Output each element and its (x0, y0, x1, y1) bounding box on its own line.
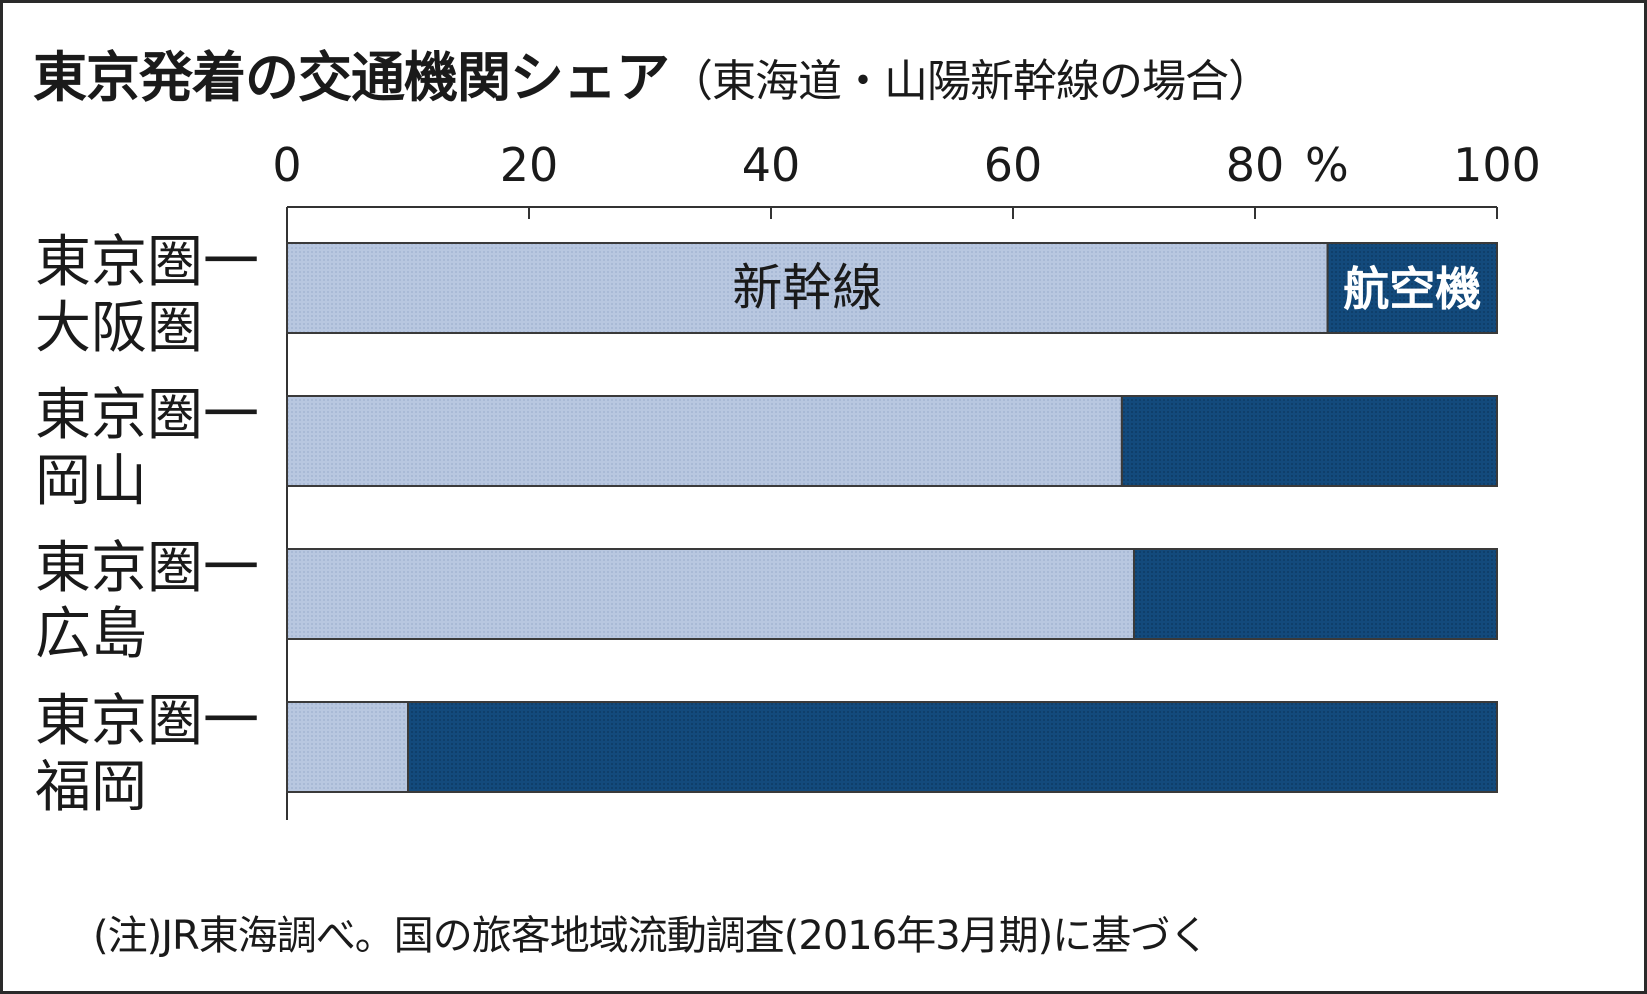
bars-layer (286, 242, 1499, 793)
chart-subtitle: （東海道・山陽新幹線の場合） (669, 56, 1272, 107)
footnote: (注)JR東海調べ。国の旅客地域流動調査(2016年3月期)に基づく (93, 913, 1209, 959)
bar-segment-airplane-0 (1326, 242, 1498, 334)
category-label-0-1: 大阪圏 (35, 296, 203, 361)
x-tick-label-20: 20 (500, 138, 559, 192)
bar-chart: 0 20 40 60 80 100% 新幹線 航空機東京圏一大阪圏東京圏一岡山東京圏一広島東… (35, 138, 1541, 820)
category-label-2-1: 広島 (35, 602, 147, 667)
x-tick-label-60: 60 (984, 138, 1043, 192)
bar-segment-shinkansen-1 (286, 395, 1123, 487)
x-tick-label-40: 40 (742, 138, 801, 192)
x-unit-label: % (1305, 138, 1349, 192)
x-tick-label-0: 0 (272, 138, 301, 192)
category-label-0-0: 東京圏一 (35, 230, 259, 295)
category-label-3-0: 東京圏一 (35, 689, 259, 754)
title-row: 東京発着の交通機関シェア（東海道・山陽新幹線の場合） (33, 33, 1272, 112)
chart-title: 東京発着の交通機関シェア (33, 46, 670, 109)
bar-segment-shinkansen-3 (286, 701, 409, 793)
series-label-shinkansen: 新幹線 (732, 259, 882, 317)
category-label-1-0: 東京圏一 (35, 383, 259, 448)
axis-layer: 0 20 40 60 80 100% (272, 138, 1541, 820)
series-label-airplane: 航空機 (1343, 262, 1481, 316)
x-tick-label-80: 80 (1226, 138, 1285, 192)
category-label-2-0: 東京圏一 (35, 536, 259, 601)
bar-segment-shinkansen-2 (286, 548, 1135, 640)
x-tick-label-100: 100 (1453, 138, 1541, 192)
bar-segment-airplane-3 (407, 701, 1498, 793)
category-label-1-1: 岡山 (35, 449, 147, 514)
bar-segment-airplane-1 (1120, 395, 1499, 487)
bar-segment-airplane-2 (1133, 548, 1498, 640)
bar-segment-shinkansen-0 (286, 242, 1329, 334)
category-label-3-1: 福岡 (35, 755, 147, 820)
